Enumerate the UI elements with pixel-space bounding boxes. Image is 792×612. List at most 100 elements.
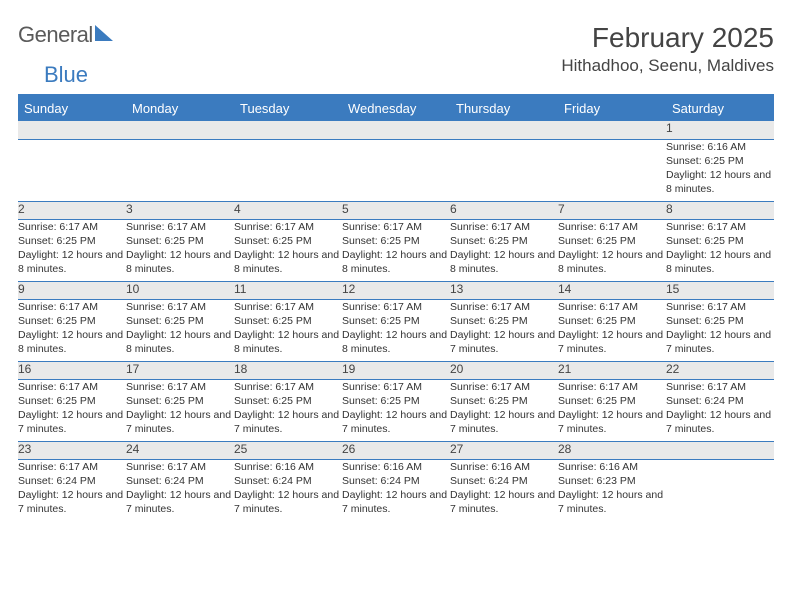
calendar-table: Sunday Monday Tuesday Wednesday Thursday… bbox=[18, 96, 774, 521]
sunset-text: Sunset: 6:25 PM bbox=[126, 234, 234, 248]
day-number: 16 bbox=[18, 362, 31, 376]
day-number: 24 bbox=[126, 442, 139, 456]
sunrise-text: Sunrise: 6:17 AM bbox=[126, 220, 234, 234]
daylight-text: Daylight: 12 hours and 7 minutes. bbox=[18, 408, 126, 436]
daylight-text: Daylight: 12 hours and 7 minutes. bbox=[450, 408, 558, 436]
day-number: 9 bbox=[18, 282, 25, 296]
day-number-cell: 18 bbox=[234, 361, 342, 379]
sunset-text: Sunset: 6:24 PM bbox=[342, 474, 450, 488]
day-number-cell: 7 bbox=[558, 201, 666, 219]
brand-word2: Blue bbox=[18, 62, 88, 87]
day-detail-cell: Sunrise: 6:17 AMSunset: 6:25 PMDaylight:… bbox=[558, 299, 666, 361]
month-title: February 2025 bbox=[561, 22, 774, 54]
day-detail-cell: Sunrise: 6:17 AMSunset: 6:25 PMDaylight:… bbox=[666, 299, 774, 361]
daylight-text: Daylight: 12 hours and 7 minutes. bbox=[126, 488, 234, 516]
day-detail-row: Sunrise: 6:17 AMSunset: 6:25 PMDaylight:… bbox=[18, 379, 774, 441]
sunrise-text: Sunrise: 6:17 AM bbox=[558, 300, 666, 314]
daylight-text: Daylight: 12 hours and 7 minutes. bbox=[342, 408, 450, 436]
daynum-row: 232425262728 bbox=[18, 441, 774, 459]
day-number-cell: 21 bbox=[558, 361, 666, 379]
sunrise-text: Sunrise: 6:17 AM bbox=[666, 300, 774, 314]
day-number: 13 bbox=[450, 282, 463, 296]
sunrise-text: Sunrise: 6:16 AM bbox=[342, 460, 450, 474]
day-detail-cell: Sunrise: 6:17 AMSunset: 6:25 PMDaylight:… bbox=[558, 219, 666, 281]
day-number: 28 bbox=[558, 442, 571, 456]
day-detail-cell: Sunrise: 6:17 AMSunset: 6:25 PMDaylight:… bbox=[342, 219, 450, 281]
day-number-cell: 11 bbox=[234, 281, 342, 299]
daylight-text: Daylight: 12 hours and 7 minutes. bbox=[342, 488, 450, 516]
sunset-text: Sunset: 6:23 PM bbox=[558, 474, 666, 488]
day-detail-cell: Sunrise: 6:17 AMSunset: 6:25 PMDaylight:… bbox=[18, 219, 126, 281]
day-number-cell: 3 bbox=[126, 201, 234, 219]
daylight-text: Daylight: 12 hours and 8 minutes. bbox=[234, 248, 342, 276]
day-number-cell: 10 bbox=[126, 281, 234, 299]
sunrise-text: Sunrise: 6:16 AM bbox=[558, 460, 666, 474]
sunrise-text: Sunrise: 6:17 AM bbox=[450, 380, 558, 394]
sunrise-text: Sunrise: 6:17 AM bbox=[18, 460, 126, 474]
sunset-text: Sunset: 6:24 PM bbox=[18, 474, 126, 488]
daynum-row: 9101112131415 bbox=[18, 281, 774, 299]
sunset-text: Sunset: 6:25 PM bbox=[126, 394, 234, 408]
brand-word1: General bbox=[18, 22, 93, 48]
col-tuesday: Tuesday bbox=[234, 96, 342, 121]
daylight-text: Daylight: 12 hours and 8 minutes. bbox=[126, 328, 234, 356]
title-block: February 2025 Hithadhoo, Seenu, Maldives bbox=[561, 22, 774, 76]
day-number-cell: 2 bbox=[18, 201, 126, 219]
day-number-cell: 22 bbox=[666, 361, 774, 379]
day-number-cell: 17 bbox=[126, 361, 234, 379]
sunset-text: Sunset: 6:25 PM bbox=[342, 314, 450, 328]
sunrise-text: Sunrise: 6:17 AM bbox=[558, 220, 666, 234]
day-number: 19 bbox=[342, 362, 355, 376]
daylight-text: Daylight: 12 hours and 8 minutes. bbox=[18, 328, 126, 356]
day-number-cell: 9 bbox=[18, 281, 126, 299]
col-wednesday: Wednesday bbox=[342, 96, 450, 121]
sunset-text: Sunset: 6:25 PM bbox=[342, 234, 450, 248]
day-detail-cell: Sunrise: 6:17 AMSunset: 6:25 PMDaylight:… bbox=[18, 379, 126, 441]
daylight-text: Daylight: 12 hours and 7 minutes. bbox=[450, 328, 558, 356]
day-number: 22 bbox=[666, 362, 679, 376]
day-detail-cell bbox=[126, 139, 234, 201]
daylight-text: Daylight: 12 hours and 8 minutes. bbox=[18, 248, 126, 276]
daylight-text: Daylight: 12 hours and 7 minutes. bbox=[18, 488, 126, 516]
day-detail-cell: Sunrise: 6:17 AMSunset: 6:25 PMDaylight:… bbox=[666, 219, 774, 281]
sunrise-text: Sunrise: 6:17 AM bbox=[126, 460, 234, 474]
day-number: 12 bbox=[342, 282, 355, 296]
day-detail-cell: Sunrise: 6:16 AMSunset: 6:23 PMDaylight:… bbox=[558, 459, 666, 521]
weekday-header-row: Sunday Monday Tuesday Wednesday Thursday… bbox=[18, 96, 774, 121]
day-number-cell: 14 bbox=[558, 281, 666, 299]
sunrise-text: Sunrise: 6:17 AM bbox=[234, 300, 342, 314]
sunset-text: Sunset: 6:25 PM bbox=[234, 314, 342, 328]
daylight-text: Daylight: 12 hours and 8 minutes. bbox=[450, 248, 558, 276]
sunrise-text: Sunrise: 6:17 AM bbox=[666, 220, 774, 234]
day-number: 26 bbox=[342, 442, 355, 456]
day-number-cell: 12 bbox=[342, 281, 450, 299]
sunrise-text: Sunrise: 6:17 AM bbox=[342, 300, 450, 314]
day-number: 14 bbox=[558, 282, 571, 296]
sunrise-text: Sunrise: 6:16 AM bbox=[666, 140, 774, 154]
sunrise-text: Sunrise: 6:17 AM bbox=[450, 220, 558, 234]
day-detail-cell: Sunrise: 6:16 AMSunset: 6:24 PMDaylight:… bbox=[450, 459, 558, 521]
day-detail-cell: Sunrise: 6:17 AMSunset: 6:25 PMDaylight:… bbox=[342, 299, 450, 361]
logo-triangle-icon bbox=[95, 25, 113, 41]
daynum-row: 1 bbox=[18, 121, 774, 139]
day-number: 11 bbox=[234, 282, 246, 296]
day-number-cell: 4 bbox=[234, 201, 342, 219]
sunset-text: Sunset: 6:24 PM bbox=[234, 474, 342, 488]
sunset-text: Sunset: 6:25 PM bbox=[126, 314, 234, 328]
sunset-text: Sunset: 6:25 PM bbox=[666, 154, 774, 168]
sunrise-text: Sunrise: 6:17 AM bbox=[342, 220, 450, 234]
col-thursday: Thursday bbox=[450, 96, 558, 121]
day-number-cell: 27 bbox=[450, 441, 558, 459]
sunrise-text: Sunrise: 6:17 AM bbox=[126, 380, 234, 394]
day-detail-cell: Sunrise: 6:17 AMSunset: 6:25 PMDaylight:… bbox=[126, 299, 234, 361]
daylight-text: Daylight: 12 hours and 7 minutes. bbox=[234, 408, 342, 436]
day-number-cell bbox=[18, 121, 126, 139]
sunset-text: Sunset: 6:25 PM bbox=[18, 394, 126, 408]
day-number-cell: 23 bbox=[18, 441, 126, 459]
day-number-cell: 28 bbox=[558, 441, 666, 459]
day-detail-cell: Sunrise: 6:17 AMSunset: 6:25 PMDaylight:… bbox=[450, 219, 558, 281]
day-detail-cell bbox=[18, 139, 126, 201]
day-detail-cell: Sunrise: 6:17 AMSunset: 6:25 PMDaylight:… bbox=[450, 299, 558, 361]
sunset-text: Sunset: 6:25 PM bbox=[342, 394, 450, 408]
sunrise-text: Sunrise: 6:17 AM bbox=[234, 380, 342, 394]
